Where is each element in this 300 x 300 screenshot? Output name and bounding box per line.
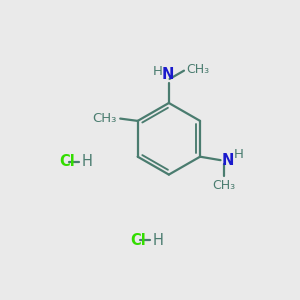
Text: Cl: Cl (130, 233, 146, 248)
Text: N: N (161, 67, 174, 82)
Text: H: H (234, 148, 244, 161)
Text: CH₃: CH₃ (186, 63, 209, 76)
Text: CH₃: CH₃ (92, 112, 117, 125)
Text: Cl: Cl (60, 154, 75, 169)
Text: H: H (153, 233, 164, 248)
Text: H: H (153, 65, 163, 78)
Text: CH₃: CH₃ (212, 179, 235, 192)
Text: H: H (82, 154, 92, 169)
Text: N: N (222, 153, 234, 168)
